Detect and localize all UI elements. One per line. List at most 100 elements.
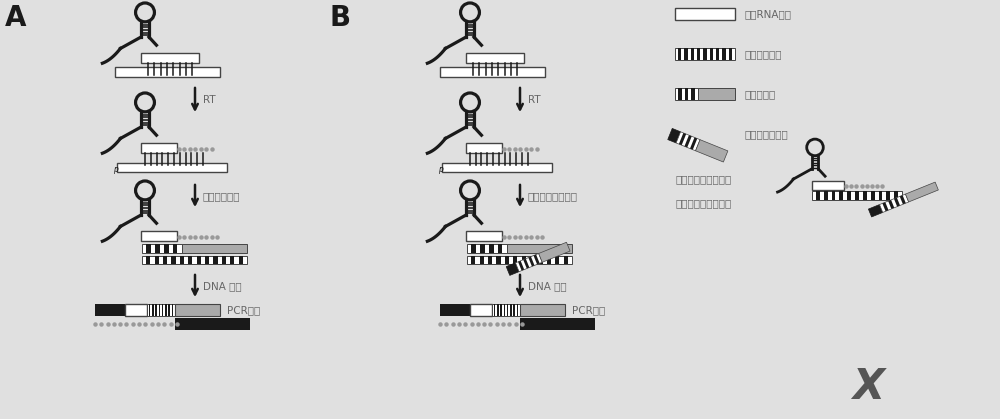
Bar [165,304,167,316]
Bar [488,256,492,264]
Bar [691,48,694,60]
Text: PCR模版: PCR模版 [572,305,605,315]
Bar [480,245,485,253]
Text: RT: RT [203,95,216,105]
Bar [513,256,517,264]
Text: 适配核苷酸: 适配核苷酸 [745,89,776,99]
Bar [147,304,175,316]
Bar [510,304,512,316]
Text: B: B [330,4,351,32]
Bar [497,304,499,316]
Bar [675,88,698,100]
Bar [812,191,902,200]
Bar [239,256,243,264]
Bar [528,256,535,266]
Bar [197,256,201,264]
Bar [534,254,540,264]
Bar [141,143,177,153]
Bar [894,191,898,200]
Bar [710,48,713,60]
Bar [442,163,552,173]
Bar [440,304,470,316]
Bar [141,54,199,63]
Bar [879,191,882,200]
Bar [146,256,150,264]
Bar [467,256,572,264]
Bar [155,256,159,264]
Bar [882,202,888,211]
Bar [171,256,176,264]
Bar [678,48,681,60]
Bar [492,304,520,316]
Bar [668,129,681,143]
Bar [679,133,686,145]
Bar [691,88,695,100]
Text: DNA 延长: DNA 延长 [203,281,242,291]
Bar [868,204,883,217]
Bar [175,304,220,316]
Bar [494,304,495,316]
Bar [685,88,688,100]
Bar [863,191,867,200]
Bar [564,256,568,264]
Bar [507,245,572,253]
Bar [182,245,247,253]
Bar [684,135,692,147]
Bar [698,88,735,100]
Bar [162,304,163,316]
Bar [168,304,170,316]
Bar [230,256,234,264]
Bar [871,191,875,200]
Bar [471,245,476,253]
Bar [470,304,492,316]
Bar [824,191,828,200]
Bar [900,195,906,204]
Bar [152,304,154,316]
Text: 降噪适配核苷酸: 降噪适配核苷酸 [745,129,789,139]
Bar [675,48,735,60]
Bar [440,67,545,77]
Text: X: X [852,366,884,408]
Text: A: A [5,4,26,32]
Bar [839,191,843,200]
Bar [95,304,125,316]
Bar [188,256,192,264]
Bar [480,256,484,264]
Bar [505,256,509,264]
Bar [142,245,182,253]
Bar [905,182,938,202]
Bar [506,263,519,275]
Text: 降噪适配核苷酸排除: 降噪适配核苷酸排除 [675,174,731,184]
Bar [115,67,220,77]
Bar [141,232,177,241]
Bar [155,304,157,316]
Bar [547,256,551,264]
Bar [163,256,167,264]
Bar [507,304,508,316]
Bar [847,191,851,200]
Bar [816,191,820,200]
Bar [466,143,502,153]
Text: p: p [113,165,117,173]
Bar [518,261,524,271]
Bar [471,256,475,264]
Text: 微小RNA序列: 微小RNA序列 [745,9,792,19]
Bar [498,245,502,253]
Bar [515,253,542,272]
Bar [489,245,494,253]
Bar [888,200,894,209]
Bar [175,318,250,330]
Bar [894,198,900,207]
Bar [886,191,890,200]
Text: 不能配对的次生序列: 不能配对的次生序列 [675,198,731,208]
Text: PCR模版: PCR模版 [227,305,260,315]
Bar [117,163,227,173]
Bar [500,304,502,316]
Bar [538,256,543,264]
Bar [155,245,160,253]
Bar [522,256,526,264]
Bar [467,245,507,253]
Bar [466,232,502,241]
Bar [173,245,177,253]
Bar [729,48,732,60]
